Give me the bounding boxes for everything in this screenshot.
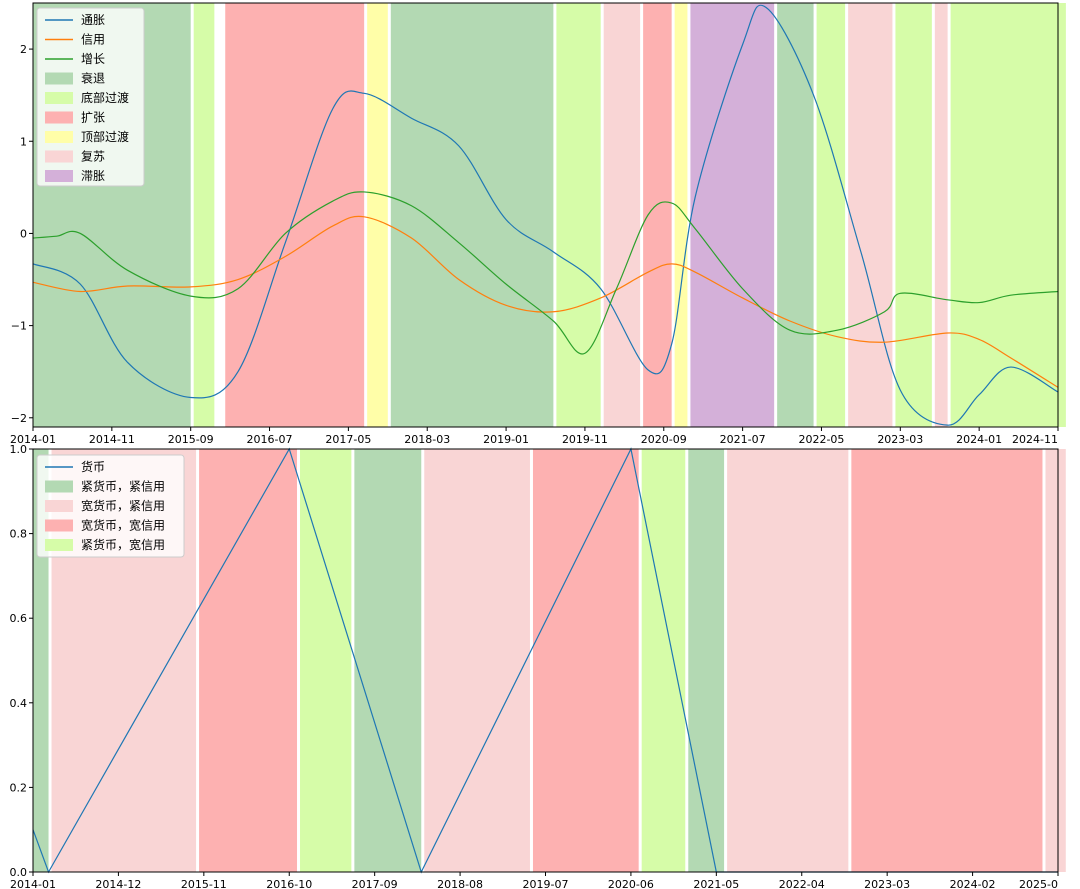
x-tick-label: 2019-01 xyxy=(483,433,529,446)
legend-label: 顶部过渡 xyxy=(81,129,129,144)
legend-patch-swatch xyxy=(45,111,73,124)
legend-label: 紧货币，紧信用 xyxy=(81,479,165,494)
x-tick-label: 2021-07 xyxy=(720,433,766,446)
regime-span xyxy=(367,3,388,427)
legend-label: 复苏 xyxy=(81,150,105,164)
regime-span xyxy=(193,3,215,427)
y-tick-label: 2 xyxy=(20,43,27,56)
regime-span xyxy=(532,449,639,872)
regime-span xyxy=(390,3,554,427)
x-tick-label: 2024-01 xyxy=(956,433,1002,446)
regime-span xyxy=(688,449,725,872)
legend-label: 扩张 xyxy=(81,111,105,125)
x-tick-label: 2016-07 xyxy=(247,433,293,446)
x-tick-label: 2016-10 xyxy=(266,878,312,889)
x-tick-label: 2023-03 xyxy=(877,433,923,446)
y-tick-label: 0.8 xyxy=(10,528,28,541)
y-tick-label: 1.0 xyxy=(10,443,28,456)
x-tick-label: 2014-11 xyxy=(89,433,135,446)
series-line-增长 xyxy=(32,191,1059,355)
legend-patch-swatch xyxy=(45,150,73,163)
legend-patch-swatch xyxy=(45,170,73,182)
x-tick-label: 2015-11 xyxy=(181,878,227,889)
legend-patch-swatch xyxy=(45,480,73,493)
regime-span xyxy=(851,449,1043,872)
regime-span xyxy=(934,3,948,427)
x-tick-label: 2024-11 xyxy=(1012,433,1058,446)
y-tick-label: 0.2 xyxy=(10,781,28,794)
x-tick-label: 2019-07 xyxy=(523,878,569,889)
axes-frame xyxy=(32,2,1059,428)
legend-label: 衰退 xyxy=(81,71,105,86)
regime-span xyxy=(816,3,846,427)
legend-label: 货币 xyxy=(81,459,105,474)
x-tick-label: 2015-09 xyxy=(168,433,214,446)
x-tick-label: 2024-02 xyxy=(950,878,996,889)
regime-span xyxy=(727,449,849,872)
regime-span xyxy=(690,3,775,427)
x-tick-label: 2018-08 xyxy=(437,878,483,889)
y-tick-label: 0 xyxy=(20,227,27,240)
x-tick-label: 2014-01 xyxy=(10,433,56,446)
legend-label: 宽货币，紧信用 xyxy=(81,498,165,513)
legend-patch-swatch xyxy=(45,500,73,512)
regime-span xyxy=(424,449,530,872)
y-tick-label: 1 xyxy=(20,135,27,148)
bottom-subplot: 0.0 0.2 0.4 0.6 0.8 1.0 2014-01 2014-12 2015-11 2… xyxy=(10,443,1066,889)
legend-patch-swatch xyxy=(45,539,73,551)
regime-span xyxy=(354,449,422,872)
regime-span xyxy=(848,3,893,427)
legend-label: 信用 xyxy=(81,33,105,47)
x-tick-label: 2017-09 xyxy=(352,878,398,889)
legend-box xyxy=(36,454,185,558)
series-line-信用 xyxy=(32,215,1059,388)
regime-span xyxy=(895,3,932,427)
x-tick-label: 2022-04 xyxy=(779,878,825,889)
x-tick-label: 2014-12 xyxy=(95,878,141,889)
legend-patch-swatch xyxy=(45,131,73,143)
x-tick-label: 2020-09 xyxy=(641,433,687,446)
regime-span xyxy=(950,3,1066,427)
x-tick-label: 2021-05 xyxy=(693,878,739,889)
x-tick-label: 2023-03 xyxy=(864,878,910,889)
legend-patch-swatch xyxy=(45,92,73,104)
y-tick-label: −2 xyxy=(11,412,27,425)
legend-label: 宽货币，宽信用 xyxy=(81,518,165,533)
legend-label: 增长 xyxy=(81,52,105,66)
x-tick-label: 2022-05 xyxy=(798,433,844,446)
legend-label: 底部过渡 xyxy=(81,90,129,105)
regime-span xyxy=(641,449,686,872)
legend-patch-swatch xyxy=(45,519,73,532)
x-tick-label: 2025-0 xyxy=(1019,878,1058,889)
regime-span xyxy=(777,3,814,427)
x-tick-label: 2020-06 xyxy=(608,878,654,889)
legend-label: 滞胀 xyxy=(81,169,105,183)
top-subplot: −2 −1 0 1 2 2014-01 2014-11 2015-09 2016-07 2017-… xyxy=(10,2,1066,446)
y-tick-label: 0.0 xyxy=(10,866,28,879)
x-tick-label: 2014-01 xyxy=(10,878,56,889)
legend-label: 通胀 xyxy=(81,13,105,27)
regime-span xyxy=(674,3,688,427)
y-tick-label: −1 xyxy=(11,320,27,333)
x-tick-label: 2019-11 xyxy=(562,433,608,446)
y-tick-label: 0.6 xyxy=(10,612,28,625)
legend-patch-swatch xyxy=(45,72,73,85)
x-tick-label: 2017-05 xyxy=(325,433,371,446)
legend-label: 紧货币，宽信用 xyxy=(81,537,165,552)
series-line-通胀 xyxy=(32,4,1059,426)
regime-span xyxy=(300,449,352,872)
y-tick-label: 0.4 xyxy=(10,697,28,710)
regime-span xyxy=(603,3,641,427)
x-tick-label: 2018-03 xyxy=(404,433,450,446)
regime-span xyxy=(199,449,298,872)
regime-span xyxy=(1045,449,1066,872)
regime-span xyxy=(556,3,601,427)
